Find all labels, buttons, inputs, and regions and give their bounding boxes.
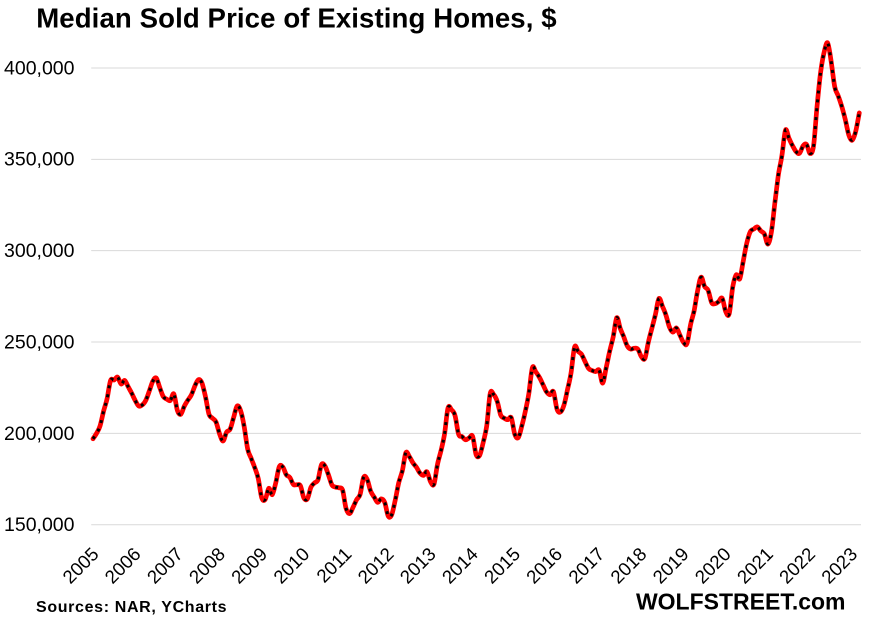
svg-text:Median Sold Price of Existing: Median Sold Price of Existing Homes, $: [36, 3, 557, 34]
svg-text:350,000: 350,000: [4, 149, 75, 171]
svg-text:150,000: 150,000: [4, 514, 75, 536]
svg-text:250,000: 250,000: [4, 331, 75, 353]
svg-text:200,000: 200,000: [4, 423, 75, 445]
svg-text:300,000: 300,000: [4, 240, 75, 262]
svg-text:400,000: 400,000: [4, 57, 75, 79]
svg-text:Sources: NAR, YCharts: Sources: NAR, YCharts: [36, 599, 227, 616]
svg-text:WOLFSTREET.com: WOLFSTREET.com: [636, 589, 846, 615]
